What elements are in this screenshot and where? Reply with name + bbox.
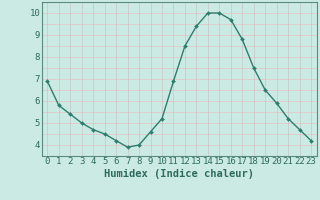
X-axis label: Humidex (Indice chaleur): Humidex (Indice chaleur) [104,169,254,179]
